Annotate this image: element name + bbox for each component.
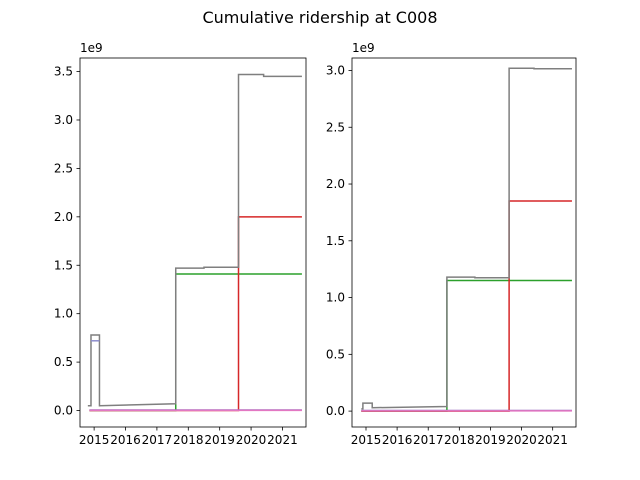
y-tick-label: 0.5 bbox=[326, 347, 345, 361]
y-tick-label: 3.0 bbox=[326, 63, 345, 77]
y-tick-label: 0.0 bbox=[54, 404, 73, 418]
series-line-2 bbox=[89, 216, 302, 412]
y-tick-label: 1.0 bbox=[326, 291, 345, 305]
y-tick-label: 2.5 bbox=[54, 161, 73, 175]
x-tick-label: 2019 bbox=[204, 433, 235, 447]
figure-title: Cumulative ridership at C008 bbox=[202, 8, 438, 27]
x-tick-label: 2017 bbox=[413, 433, 444, 447]
y-tick-label: 2.0 bbox=[326, 177, 345, 191]
axes-frame bbox=[79, 57, 307, 428]
y-tick-label: 1.5 bbox=[54, 258, 73, 272]
series-line-1 bbox=[361, 279, 572, 412]
y-scale-label: 1e9 bbox=[352, 41, 375, 55]
series-line-2 bbox=[361, 200, 572, 412]
y-tick-label: 0.5 bbox=[54, 355, 73, 369]
x-tick-label: 2015 bbox=[351, 433, 382, 447]
chart-2: 2015 2016 2017 2018 2019 2020 2021 0.0 0.5 1.0 1.5… bbox=[326, 41, 577, 447]
y-scale-label: 1e9 bbox=[80, 41, 103, 55]
series-line-5 bbox=[361, 67, 572, 410]
x-tick-label: 2020 bbox=[236, 433, 267, 447]
axes-frame bbox=[351, 57, 577, 428]
x-tick-label: 2016 bbox=[382, 433, 413, 447]
x-tick-label: 2020 bbox=[506, 433, 537, 447]
y-tick-label: 3.5 bbox=[54, 65, 73, 79]
x-tick-label: 2017 bbox=[142, 433, 173, 447]
y-tick-label: 2.0 bbox=[54, 210, 73, 224]
x-tick-label: 2021 bbox=[267, 433, 298, 447]
x-tick-label: 2016 bbox=[110, 433, 141, 447]
y-tick-label: 0.0 bbox=[326, 404, 345, 418]
series-line-5 bbox=[87, 73, 302, 407]
y-tick-label: 1.5 bbox=[326, 234, 345, 248]
series-line-1 bbox=[89, 273, 302, 412]
x-tick-label: 2021 bbox=[537, 433, 568, 447]
x-tick-label: 2018 bbox=[173, 433, 204, 447]
y-tick-label: 1.0 bbox=[54, 307, 73, 321]
x-tick-label: 2015 bbox=[79, 433, 110, 447]
y-tick-label: 3.0 bbox=[54, 113, 73, 127]
y-tick-label: 2.5 bbox=[326, 120, 345, 134]
chart-1: 2015 2016 2017 2018 2019 2020 2021 0.0 0.5 1.0 1.5… bbox=[54, 41, 307, 447]
x-tick-label: 2019 bbox=[475, 433, 506, 447]
x-tick-label: 2018 bbox=[444, 433, 475, 447]
